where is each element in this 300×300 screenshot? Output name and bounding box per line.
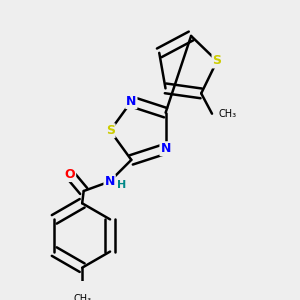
Text: CH₃: CH₃: [219, 109, 237, 119]
Text: S: S: [212, 55, 221, 68]
Text: H: H: [117, 180, 126, 190]
Text: CH₃: CH₃: [73, 294, 91, 300]
Text: N: N: [160, 142, 171, 155]
Text: S: S: [106, 124, 115, 137]
Text: O: O: [64, 168, 75, 181]
Text: N: N: [104, 175, 115, 188]
Text: N: N: [126, 95, 136, 108]
